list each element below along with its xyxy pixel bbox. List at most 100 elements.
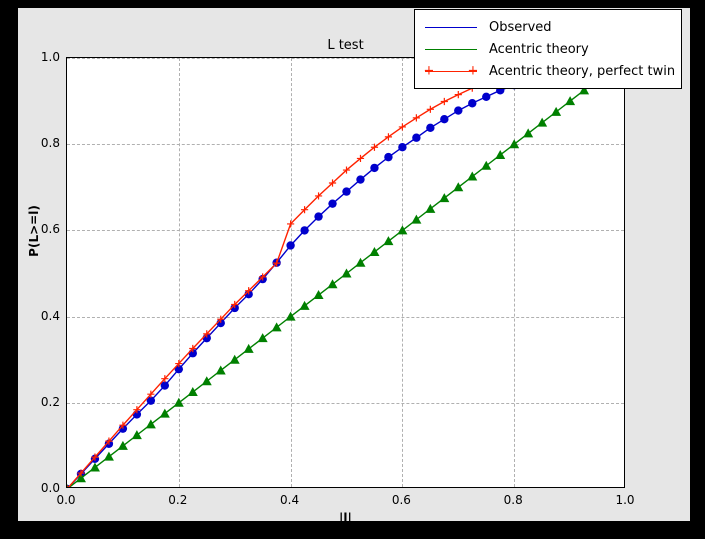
y-tick-label: 0.6 (40, 222, 60, 237)
data-point-marker-circle (286, 241, 295, 250)
x-tick-label: 0.0 (56, 493, 76, 507)
data-point-marker-plus (356, 154, 365, 163)
x-tick-label: 0.8 (503, 493, 523, 507)
legend-marker-plus: + (423, 63, 435, 79)
data-point-marker-triangle (201, 376, 212, 386)
legend-label: Acentric theory (489, 41, 589, 57)
data-point-marker-triangle (369, 246, 380, 256)
data-point-marker-circle (398, 143, 407, 152)
data-point-marker-plus (370, 143, 379, 151)
x-axis-tick-labels: 0.0 0.2 0.4 0.6 0.8 1.0 (56, 493, 634, 511)
data-point-marker-plus (77, 469, 85, 477)
data-point-marker-plus (161, 375, 169, 383)
data-point-marker-triangle (383, 236, 394, 246)
data-point-marker-triangle (551, 106, 562, 116)
grid-line-horizontal (67, 58, 624, 59)
x-tick-label: 0.2 (168, 493, 188, 507)
grid-line-vertical (514, 58, 516, 487)
data-point-marker-circle (426, 123, 435, 133)
data-point-marker-plus (384, 133, 393, 141)
data-point-marker-triangle (523, 128, 534, 138)
data-point-marker-triangle (271, 322, 282, 332)
data-point-marker-circle (384, 152, 393, 162)
data-point-marker-triangle (103, 451, 114, 461)
data-point-marker-triangle (131, 430, 142, 440)
data-point-marker-circle (454, 106, 463, 115)
series-line (67, 68, 543, 487)
grid-line-vertical (402, 58, 404, 487)
series-acentric-theory-perfect-twin (67, 65, 546, 487)
legend-line (425, 49, 477, 50)
data-point-marker-plus (175, 359, 183, 368)
data-point-marker-triangle (215, 365, 226, 375)
data-point-marker-plus (342, 166, 351, 174)
data-point-marker-plus (328, 179, 337, 187)
grid-line-vertical (178, 58, 180, 487)
y-tick-label: 0.4 (40, 308, 60, 323)
series-observed (67, 73, 547, 487)
grid-line-horizontal (67, 144, 624, 146)
data-point-marker-circle (160, 381, 170, 390)
data-point-marker-plus (189, 344, 197, 353)
x-tick-label: 0.6 (391, 493, 411, 507)
legend-label: Observed (489, 19, 552, 35)
data-point-marker-triangle (187, 387, 198, 397)
data-point-marker-triangle (159, 408, 170, 418)
data-point-marker-triangle (411, 214, 422, 224)
data-point-marker-plus (300, 206, 309, 214)
data-point-marker-triangle (439, 193, 450, 203)
matplotlib-figure: L test P(L>=l) |l| 0.0 0.2 0.4 0.6 0.8 1.0 0.… (18, 8, 690, 525)
data-point-marker-triangle (467, 171, 478, 181)
chart-legend[interactable]: Observed Acentric theory + + Acentric the… (414, 9, 682, 89)
data-point-marker-plus (440, 97, 448, 106)
data-point-marker-triangle (89, 462, 100, 472)
legend-label: Acentric theory, perfect twin (489, 63, 676, 79)
legend-item[interactable]: Acentric theory (423, 38, 673, 60)
plot-area-inner (67, 58, 624, 487)
data-point-marker-triangle (285, 311, 296, 321)
data-series-layer (67, 65, 624, 487)
legend-line (425, 71, 477, 72)
data-point-marker-circle (370, 163, 379, 173)
plot-area (66, 57, 625, 488)
data-point-marker-triangle (145, 419, 156, 429)
data-point-marker-triangle (117, 440, 128, 450)
y-tick-label: 1.0 (40, 50, 60, 64)
data-point-marker-triangle (313, 290, 324, 300)
data-point-marker-triangle (397, 225, 408, 235)
data-point-marker-plus (287, 220, 295, 228)
legend-item[interactable]: Observed (423, 16, 673, 38)
data-point-marker-plus (259, 273, 267, 281)
data-point-marker-plus (398, 123, 406, 131)
data-point-marker-circle (146, 396, 156, 405)
data-point-marker-triangle (257, 333, 268, 343)
data-point-marker-circle (342, 187, 351, 196)
data-point-marker-circle (300, 226, 309, 235)
data-point-marker-plus (426, 105, 434, 113)
data-point-marker-triangle (481, 160, 492, 170)
data-point-marker-triangle (327, 279, 338, 289)
grid-line-horizontal (67, 230, 624, 232)
data-point-marker-triangle (75, 473, 86, 483)
data-point-marker-plus (217, 315, 225, 323)
data-point-marker-plus (203, 330, 211, 338)
legend-item[interactable]: + + Acentric theory, perfect twin (423, 60, 676, 82)
data-point-marker-plus (273, 259, 281, 267)
data-point-marker-plus (412, 114, 420, 122)
data-point-marker-plus (105, 437, 113, 445)
data-point-marker-plus (147, 390, 155, 398)
x-tick-label: 0.4 (280, 493, 300, 507)
data-point-marker-triangle (243, 343, 254, 353)
data-point-marker-triangle (579, 85, 590, 95)
data-point-marker-plus (133, 406, 141, 414)
data-point-marker-plus (119, 421, 127, 429)
legend-swatch-observed (423, 19, 479, 35)
series-line (67, 76, 543, 487)
legend-marker-plus: + (467, 63, 479, 79)
data-point-marker-triangle (341, 268, 352, 278)
data-point-marker-plus (91, 453, 99, 461)
data-point-marker-triangle (509, 139, 520, 149)
data-point-marker-circle (356, 175, 365, 184)
series-acentric-theory (67, 65, 624, 487)
grid-line-vertical (290, 58, 292, 487)
